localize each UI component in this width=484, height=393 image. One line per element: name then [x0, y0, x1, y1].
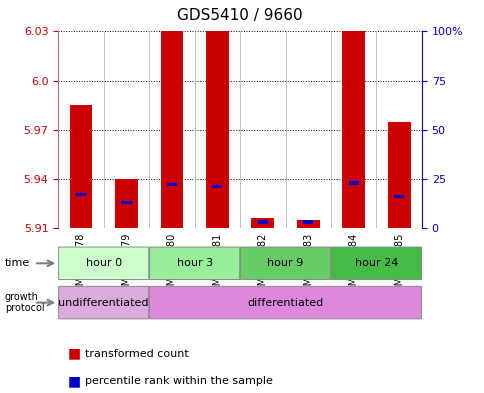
Bar	[212, 185, 222, 189]
Text: transformed count: transformed count	[85, 349, 188, 359]
Bar	[76, 193, 86, 196]
FancyBboxPatch shape	[149, 247, 239, 279]
Text: growth
protocol: growth protocol	[5, 292, 45, 313]
Bar	[206, 31, 228, 228]
FancyBboxPatch shape	[240, 247, 330, 279]
Bar	[296, 220, 319, 228]
Bar	[342, 31, 364, 228]
Bar	[121, 201, 131, 204]
Title: GDS5410 / 9660: GDS5410 / 9660	[177, 8, 302, 23]
Bar	[251, 218, 273, 228]
Text: percentile rank within the sample: percentile rank within the sample	[85, 376, 272, 386]
Bar	[348, 181, 358, 185]
Text: ■: ■	[68, 347, 81, 361]
Text: ■: ■	[68, 374, 81, 388]
Text: hour 24: hour 24	[354, 258, 397, 268]
Bar	[393, 195, 404, 198]
Text: hour 0: hour 0	[86, 258, 121, 268]
Bar	[69, 105, 92, 228]
Bar	[115, 179, 137, 228]
FancyBboxPatch shape	[59, 247, 149, 279]
FancyBboxPatch shape	[59, 286, 149, 319]
Bar	[166, 183, 177, 187]
FancyBboxPatch shape	[331, 247, 421, 279]
Bar	[302, 220, 313, 224]
Bar	[160, 31, 183, 228]
Bar	[257, 220, 267, 224]
Bar	[387, 121, 410, 228]
Text: differentiated: differentiated	[247, 298, 323, 308]
Text: hour 9: hour 9	[267, 258, 303, 268]
Text: undifferentiated: undifferentiated	[58, 298, 149, 308]
FancyBboxPatch shape	[149, 286, 421, 319]
Text: hour 3: hour 3	[176, 258, 212, 268]
Text: time: time	[5, 258, 30, 268]
